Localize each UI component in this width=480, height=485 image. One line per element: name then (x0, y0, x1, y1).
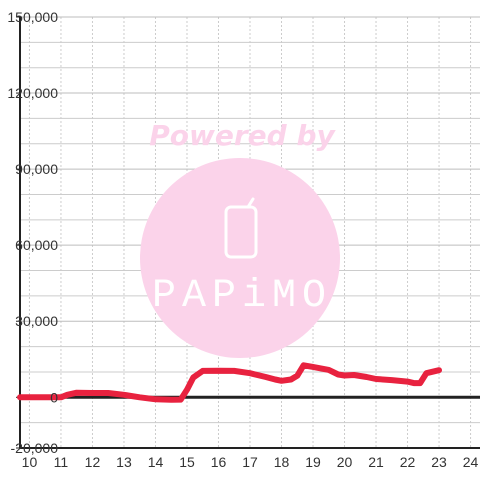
x-tick-label: 13 (116, 454, 132, 470)
watermark: Powered by PAPiMO (140, 119, 340, 358)
y-tick-label: 120,000 (7, 85, 58, 101)
series (17, 362, 442, 403)
x-tick-label: 16 (211, 454, 227, 470)
watermark-brand: PAPiMO (152, 274, 332, 319)
y-tick-label: 150,000 (7, 9, 58, 25)
x-tick-label: 20 (337, 454, 353, 470)
x-tick-label: 23 (431, 454, 447, 470)
y-tick-label: 0 (50, 389, 58, 405)
x-tick-label: 11 (54, 454, 69, 470)
x-tick-label: 17 (242, 454, 258, 470)
y-tick-labels: -20,000 0 30,000 60,000 90,000 120,000 150,000 (7, 9, 58, 456)
x-tick-label: 24 (463, 454, 479, 470)
x-tick-label: 10 (22, 454, 38, 470)
x-tick-labels: 10 11 12 13 14 15 16 17 18 19 20 21 22 23 24 (22, 454, 479, 470)
axes (16, 16, 480, 449)
grid (20, 16, 480, 449)
x-tick-label: 19 (305, 454, 321, 470)
watermark-powered-by: Powered by (149, 119, 336, 152)
y-tick-label: 30,000 (15, 313, 58, 329)
x-tick-label: 21 (368, 454, 384, 470)
y-tick-label: 90,000 (15, 161, 58, 177)
phone-icon (224, 197, 258, 259)
x-tick-label: 18 (274, 454, 290, 470)
x-tick-label: 22 (400, 454, 416, 470)
x-tick-label: 15 (179, 454, 195, 470)
y-tick-label: -20,000 (11, 440, 59, 456)
x-tick-label: 12 (85, 454, 101, 470)
series-line (17, 362, 442, 403)
y-tick-label: 60,000 (15, 237, 58, 253)
x-tick-label: 14 (148, 454, 164, 470)
